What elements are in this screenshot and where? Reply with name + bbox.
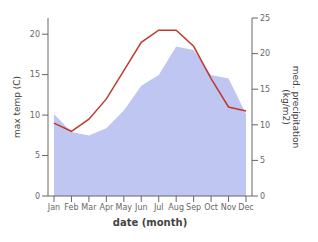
svg-text:Oct: Oct — [204, 203, 218, 212]
svg-text:0: 0 — [35, 192, 40, 201]
svg-text:20: 20 — [30, 30, 40, 39]
svg-text:15: 15 — [30, 70, 40, 79]
svg-text:date (month): date (month) — [113, 217, 187, 228]
svg-text:5: 5 — [35, 151, 40, 160]
svg-text:Jul: Jul — [153, 203, 164, 212]
svg-text:max temp (C): max temp (C) — [12, 76, 22, 138]
svg-text:10: 10 — [30, 111, 40, 120]
svg-text:Jun: Jun — [134, 203, 148, 212]
svg-text:10: 10 — [260, 121, 270, 130]
svg-text:Feb: Feb — [64, 203, 78, 212]
svg-text:25: 25 — [260, 14, 270, 23]
svg-text:Mar: Mar — [81, 203, 97, 212]
svg-text:Nov: Nov — [221, 203, 237, 212]
svg-text:Dec: Dec — [238, 203, 253, 212]
svg-text:5: 5 — [260, 156, 265, 165]
svg-text:Sep: Sep — [186, 203, 201, 212]
svg-text:0: 0 — [260, 192, 265, 201]
svg-text:Apr: Apr — [99, 203, 114, 212]
svg-text:Aug: Aug — [168, 203, 184, 212]
svg-text:Jan: Jan — [47, 203, 60, 212]
svg-text:20: 20 — [260, 49, 270, 58]
svg-text:May: May — [116, 203, 133, 212]
svg-text:med. precipitation(kg/m2): med. precipitation(kg/m2) — [281, 66, 301, 148]
svg-text:15: 15 — [260, 85, 270, 94]
